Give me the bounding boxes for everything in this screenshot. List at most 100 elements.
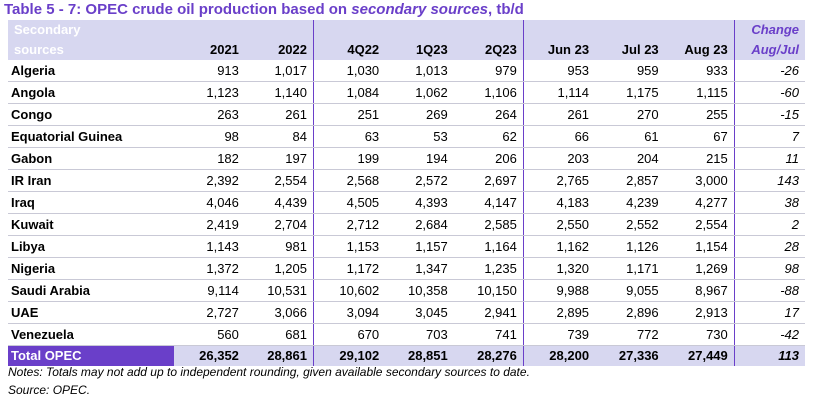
table-cell: 670 (312, 323, 386, 346)
change-cell: 7 (733, 125, 805, 148)
country-name: Venezuela (8, 323, 175, 346)
change-cell: -15 (733, 103, 805, 126)
table-cell: 204 (595, 147, 665, 170)
table-cell: 913 (174, 60, 245, 82)
table-cell: 2,684 (385, 213, 454, 236)
table-cell: 772 (595, 323, 665, 346)
table-row: UAE 2,727 3,066 3,094 3,045 2,941 2,895 2,896 2,… (8, 301, 805, 324)
table-row: Kuwait 2,419 2,704 2,712 2,684 2,585 2,550 2,55… (8, 213, 805, 236)
table-cell: 2,697 (453, 169, 524, 192)
table-cell: 1,126 (595, 235, 665, 258)
table-cell: 2,857 (595, 169, 665, 192)
change-cell: -88 (733, 279, 805, 302)
country-name: UAE (8, 301, 175, 324)
table-cell: 1,140 (244, 81, 314, 104)
table-title: Table 5 - 7: OPEC crude oil production b… (4, 0, 524, 20)
table-cell: 1,320 (522, 257, 596, 280)
table-cell: 4,439 (244, 191, 314, 214)
header-change-line1: Change (733, 20, 805, 39)
total-cell: 27,449 (664, 345, 735, 366)
table-cell: 4,505 (312, 191, 386, 214)
total-cell: 28,276 (453, 345, 524, 366)
table-cell: 10,602 (312, 279, 386, 302)
header-source-line1: Secondary (8, 20, 175, 39)
table-cell: 264 (453, 103, 524, 126)
table-cell: 3,045 (385, 301, 454, 324)
table-cell: 4,046 (174, 191, 245, 214)
table-row: Saudi Arabia 9,114 10,531 10,602 10,358 10,15… (8, 279, 805, 302)
table-cell: 270 (595, 103, 665, 126)
total-cell: 27,336 (595, 345, 665, 366)
change-cell: 11 (733, 147, 805, 170)
table-cell: 1,171 (595, 257, 665, 280)
total-cell: 28,851 (385, 345, 454, 366)
country-name: Angola (8, 81, 175, 104)
change-cell: 38 (733, 191, 805, 214)
table-cell: 8,967 (664, 279, 735, 302)
table-cell: 263 (174, 103, 245, 126)
country-name: Equatorial Guinea (8, 125, 175, 148)
table-cell: 959 (595, 60, 665, 82)
table-cell: 66 (522, 125, 596, 148)
table-cell: 2,712 (312, 213, 386, 236)
table-cell: 1,162 (522, 235, 596, 258)
table-cell: 199 (312, 147, 386, 170)
table-cell: 269 (385, 103, 454, 126)
table-cell: 953 (522, 60, 596, 82)
table-row: Iraq 4,046 4,439 4,505 4,393 4,147 4,183 4,239 4… (8, 191, 805, 214)
table-cell: 1,269 (664, 257, 735, 280)
table-row: Angola 1,123 1,140 1,084 1,062 1,106 1,114 1,17… (8, 81, 805, 104)
table-cell: 979 (453, 60, 524, 82)
table-cell: 1,123 (174, 81, 245, 104)
column-header: 2Q23 (453, 39, 524, 60)
change-cell: 28 (733, 235, 805, 258)
table-cell: 1,172 (312, 257, 386, 280)
total-cell: 29,102 (312, 345, 386, 366)
country-name: Congo (8, 103, 175, 126)
table-cell: 62 (453, 125, 524, 148)
source-line: Source: OPEC. (8, 383, 91, 397)
column-header: 2021 (174, 39, 245, 60)
table-cell: 4,239 (595, 191, 665, 214)
table-cell: 1,347 (385, 257, 454, 280)
country-name: Kuwait (8, 213, 175, 236)
title-suffix: , tb/d (488, 1, 524, 18)
table-cell: 2,704 (244, 213, 314, 236)
country-name: Gabon (8, 147, 175, 170)
column-header: Aug 23 (664, 39, 735, 60)
column-header: Jun 23 (522, 39, 596, 60)
table-cell: 10,358 (385, 279, 454, 302)
table-cell: 4,277 (664, 191, 735, 214)
table-cell: 9,114 (174, 279, 245, 302)
table-cell: 4,183 (522, 191, 596, 214)
column-header: Jul 23 (595, 39, 665, 60)
table-cell: 1,084 (312, 81, 386, 104)
country-name: Nigeria (8, 257, 175, 280)
table-cell: 203 (522, 147, 596, 170)
table-cell: 2,552 (595, 213, 665, 236)
table-cell: 2,765 (522, 169, 596, 192)
table-cell: 1,372 (174, 257, 245, 280)
table-cell: 261 (522, 103, 596, 126)
title-emphasis: secondary sources (351, 1, 489, 18)
table-cell: 1,013 (385, 60, 454, 82)
table-cell: 1,235 (453, 257, 524, 280)
total-change: 113 (733, 345, 805, 366)
table-cell: 10,531 (244, 279, 314, 302)
column-header: 2022 (244, 39, 314, 60)
total-cell: 28,861 (244, 345, 314, 366)
table-cell: 2,585 (453, 213, 524, 236)
table-row: Libya 1,143 981 1,153 1,157 1,164 1,162 1,126 1,… (8, 235, 805, 258)
change-cell: 143 (733, 169, 805, 192)
table-cell: 261 (244, 103, 314, 126)
table-row: Gabon 182 197 199 194 206 203 204 215 11 (8, 147, 805, 170)
header-change-line2: Aug/Jul (733, 39, 805, 60)
change-cell: 17 (733, 301, 805, 324)
table-row: Venezuela 560 681 670 703 741 739 772 730 -42 (8, 323, 805, 346)
table-notes: Notes: Totals may not add up to independ… (8, 363, 530, 399)
table-cell: 61 (595, 125, 665, 148)
table-cell: 681 (244, 323, 314, 346)
table-cell: 206 (453, 147, 524, 170)
table-cell: 4,393 (385, 191, 454, 214)
change-cell: -42 (733, 323, 805, 346)
